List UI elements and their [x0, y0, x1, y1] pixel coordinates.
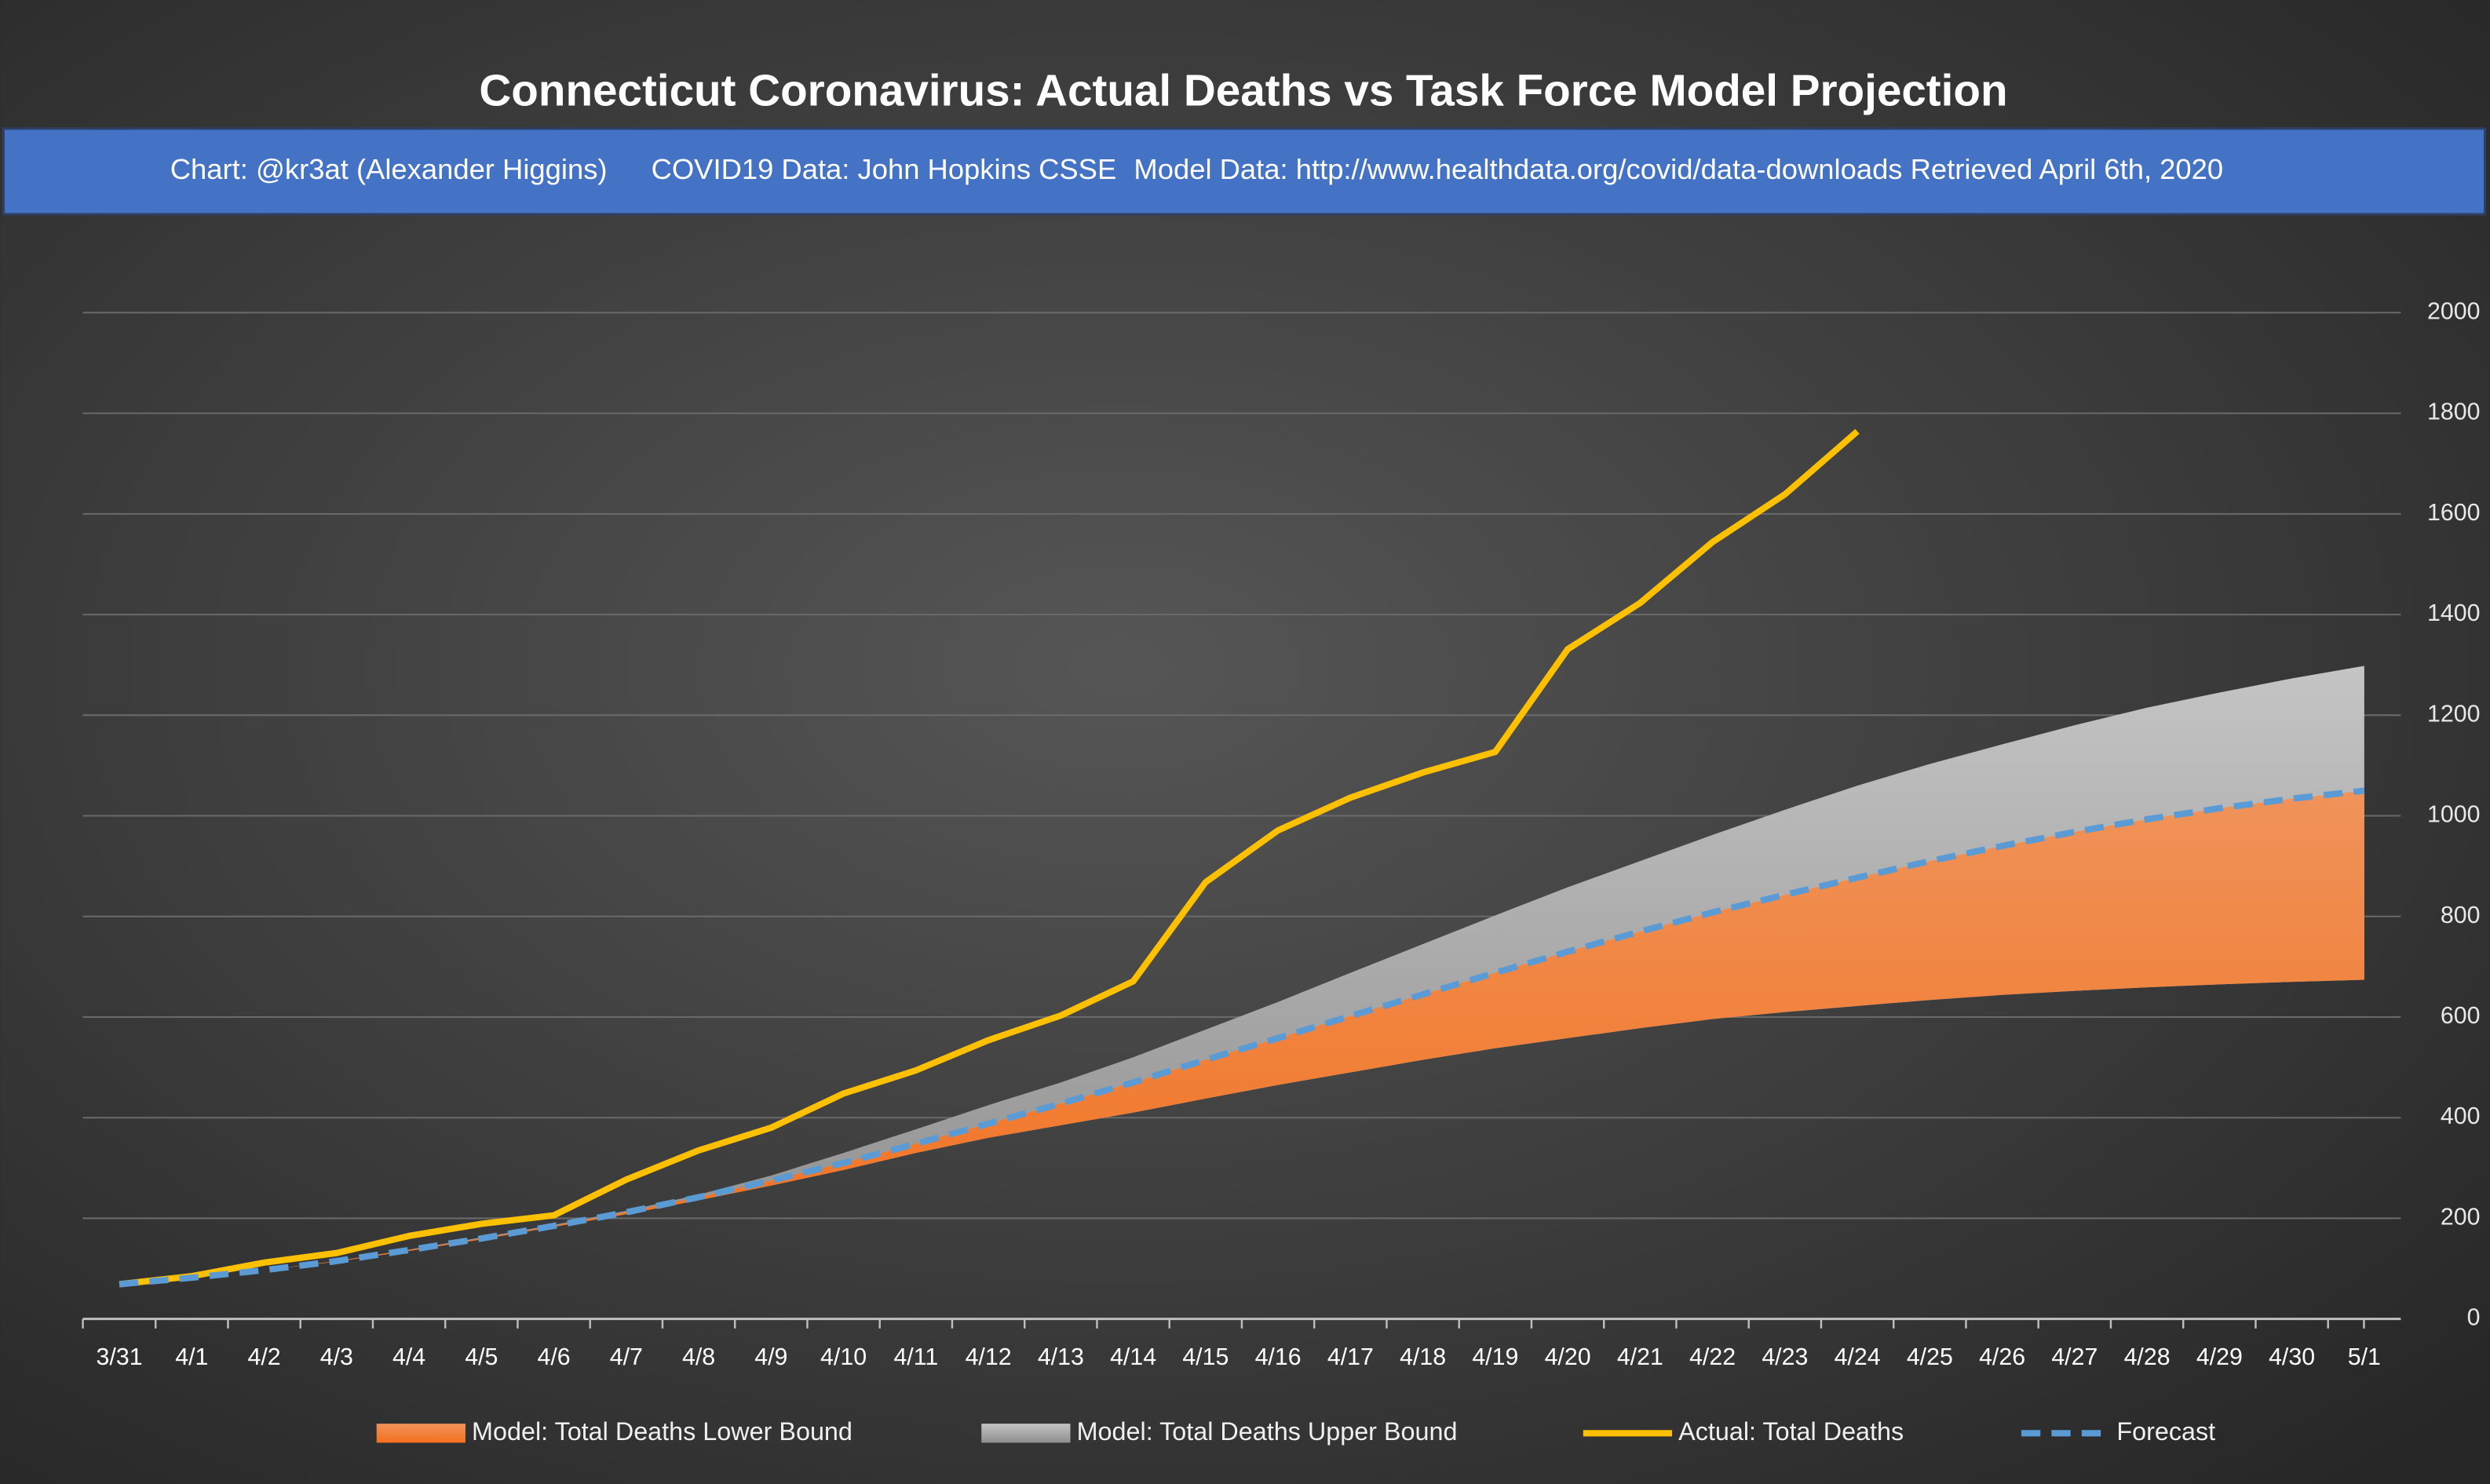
y-tick-label: 1200 — [2427, 701, 2480, 727]
lower-bound-area — [119, 790, 2364, 1285]
x-tick-label: 4/4 — [392, 1344, 425, 1370]
y-tick-label: 2000 — [2427, 298, 2480, 324]
x-tick-label: 5/1 — [2348, 1344, 2381, 1370]
legend-label: Model: Total Deaths Lower Bound — [472, 1417, 853, 1446]
subtitle: COVID19 Data: John Hopkins CSSE — [652, 153, 1117, 185]
x-tick-label: 4/19 — [1472, 1344, 1518, 1370]
x-tick-label: 4/2 — [247, 1344, 280, 1370]
x-tick-label: 4/14 — [1110, 1344, 1156, 1370]
x-tick-label: 4/18 — [1400, 1344, 1446, 1370]
x-tick-label: 4/20 — [1545, 1344, 1591, 1370]
actual-line — [119, 428, 1860, 1288]
x-tick-label: 4/1 — [175, 1344, 208, 1370]
x-tick-label: 4/24 — [1835, 1344, 1881, 1370]
x-tick-label: 4/5 — [465, 1344, 498, 1370]
legend-swatch — [376, 1424, 466, 1443]
y-tick-label: 600 — [2441, 1003, 2481, 1029]
x-tick-label: 4/16 — [1255, 1344, 1302, 1370]
subtitle: Model Data: http://www.healthdata.org/co… — [1134, 153, 2223, 185]
y-tick-label: 400 — [2441, 1103, 2481, 1129]
x-tick-label: 4/29 — [2196, 1344, 2243, 1370]
x-tick-label: 4/30 — [2269, 1344, 2315, 1370]
x-tick-label: 4/21 — [1617, 1344, 1663, 1370]
x-tick-label: 4/15 — [1182, 1344, 1229, 1370]
legend-label: Forecast — [2116, 1417, 2215, 1446]
y-tick-label: 200 — [2441, 1204, 2481, 1230]
x-tick-label: 4/6 — [537, 1344, 570, 1370]
x-tick-label: 4/23 — [1762, 1344, 1808, 1370]
x-tick-label: 4/26 — [1979, 1344, 2025, 1370]
y-tick-label: 1000 — [2427, 802, 2480, 828]
y-tick-label: 0 — [2467, 1305, 2481, 1331]
subtitle: Chart: @kr3at (Alexander Higgins) — [170, 153, 608, 185]
x-tick-label: 4/12 — [966, 1344, 1012, 1370]
subtitle-banner — [2, 127, 2487, 216]
x-tick-label: 4/27 — [2051, 1344, 2098, 1370]
x-tick-label: 3/31 — [97, 1344, 143, 1370]
x-tick-label: 4/22 — [1689, 1344, 1736, 1370]
x-tick-label: 4/7 — [610, 1344, 643, 1370]
x-tick-label: 4/9 — [754, 1344, 787, 1370]
x-tick-label: 4/13 — [1038, 1344, 1084, 1370]
legend-label: Actual: Total Deaths — [1678, 1417, 1904, 1446]
x-tick-label: 4/11 — [893, 1344, 938, 1370]
y-tick-label: 800 — [2441, 902, 2481, 928]
x-tick-label: 4/25 — [1907, 1344, 1953, 1370]
legend-label: Model: Total Deaths Upper Bound — [1077, 1417, 1458, 1446]
x-tick-label: 4/3 — [320, 1344, 353, 1370]
legend-swatch — [981, 1424, 1071, 1443]
y-tick-label: 1400 — [2427, 600, 2480, 626]
y-tick-label: 1800 — [2427, 399, 2480, 425]
upper-bound-area — [119, 665, 2364, 1285]
chart-title: Connecticut Coronavirus: Actual Deaths v… — [479, 65, 2007, 115]
x-tick-label: 4/8 — [682, 1344, 715, 1370]
x-tick-label: 4/10 — [820, 1344, 867, 1370]
forecast-line — [119, 787, 2365, 1288]
x-tick-label: 4/28 — [2124, 1344, 2171, 1370]
y-tick-label: 1600 — [2427, 500, 2480, 526]
x-tick-label: 4/17 — [1327, 1344, 1374, 1370]
